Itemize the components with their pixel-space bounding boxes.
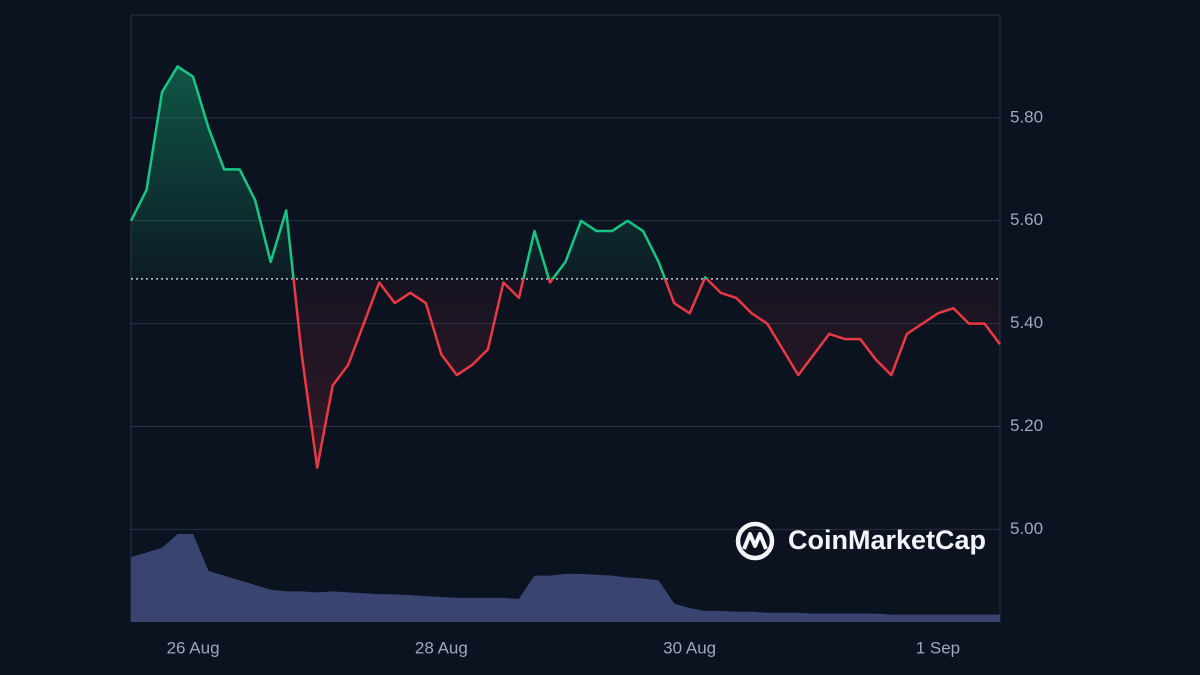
watermark-logo — [742, 532, 768, 550]
price-line — [129, 65, 1001, 469]
volume-area — [131, 534, 1000, 622]
x-tick-label: 28 Aug — [415, 638, 468, 657]
x-tick-label: 26 Aug — [167, 638, 220, 657]
y-tick-label: 5.40 — [1010, 313, 1043, 332]
watermark-logo — [735, 521, 775, 561]
x-tick-label: 1 Sep — [916, 638, 960, 657]
y-tick-label: 5.00 — [1010, 519, 1043, 538]
x-tick-label: 30 Aug — [663, 638, 716, 657]
y-tick-label: 5.60 — [1010, 210, 1043, 229]
watermark-text: CoinMarketCap — [788, 525, 986, 555]
y-tick-label: 5.80 — [1010, 107, 1043, 126]
y-tick-label: 5.20 — [1010, 416, 1043, 435]
watermark: CoinMarketCap — [735, 521, 986, 561]
price-area — [131, 66, 1000, 468]
